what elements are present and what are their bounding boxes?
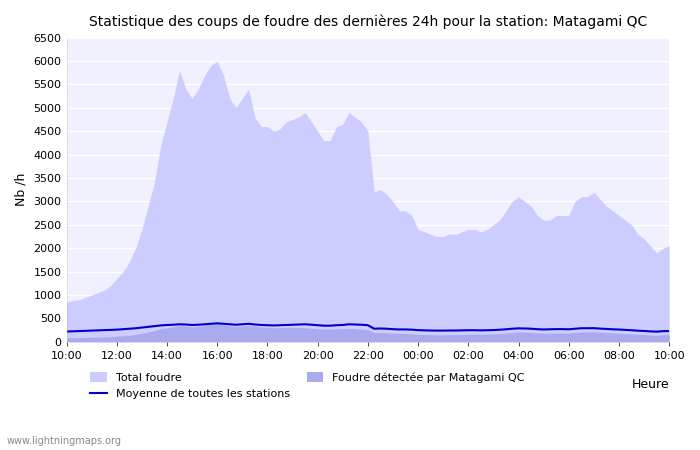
Y-axis label: Nb /h: Nb /h xyxy=(15,173,28,207)
Text: Heure: Heure xyxy=(631,378,669,392)
Title: Statistique des coups de foudre des dernières 24h pour la station: Matagami QC: Statistique des coups de foudre des dern… xyxy=(89,15,647,30)
Text: www.lightningmaps.org: www.lightningmaps.org xyxy=(7,436,122,446)
Legend: Total foudre, Moyenne de toutes les stations, Foudre détectée par Matagami QC: Total foudre, Moyenne de toutes les stat… xyxy=(86,368,529,403)
